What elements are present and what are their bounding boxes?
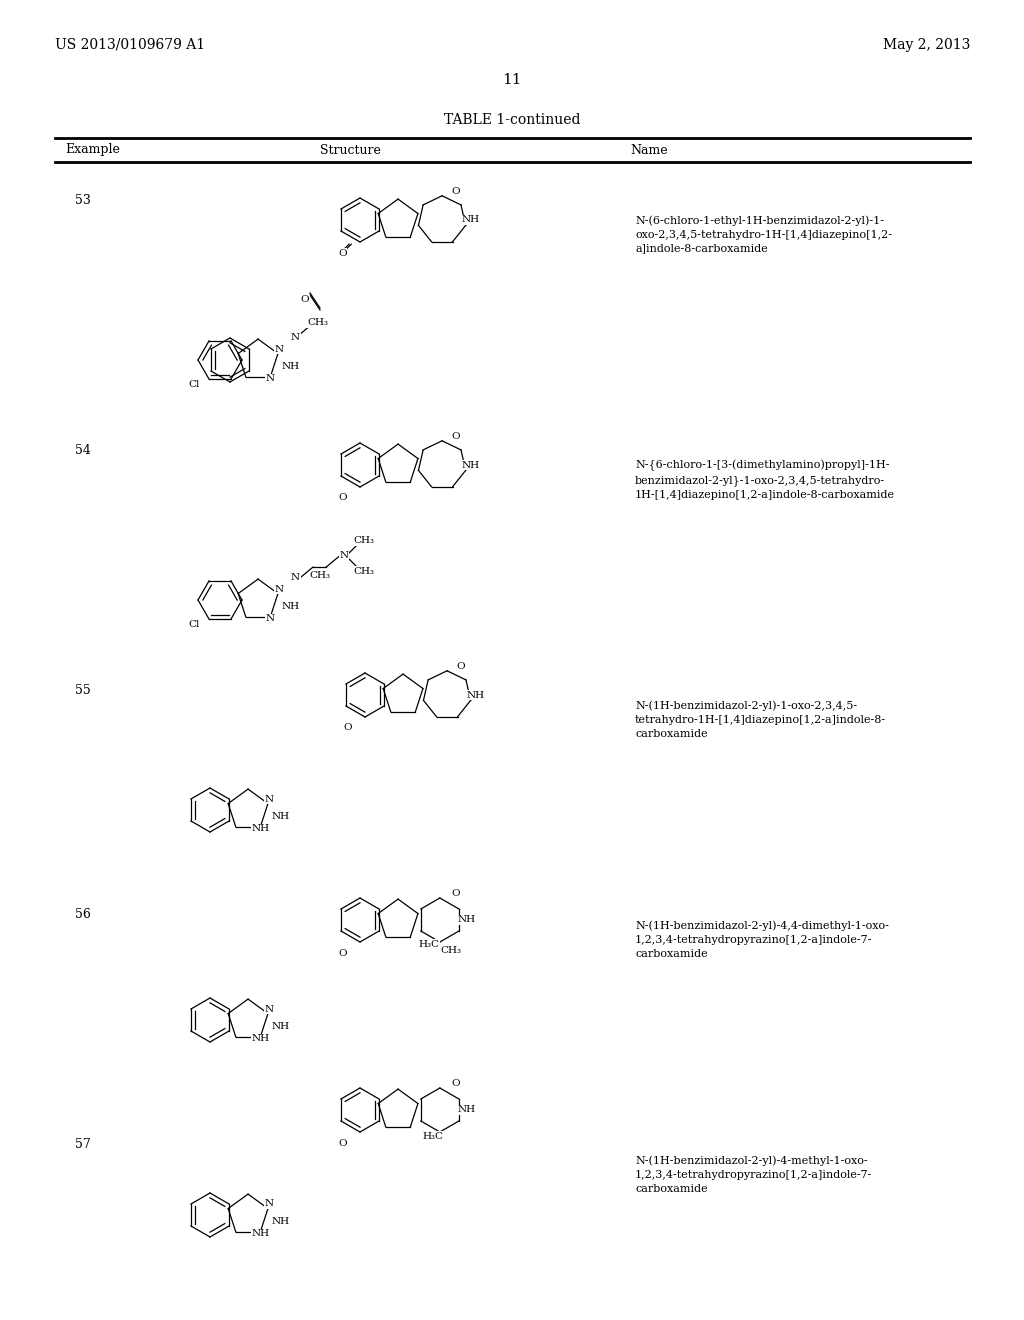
Text: O: O (338, 1138, 347, 1147)
Text: CH₃: CH₃ (309, 572, 330, 581)
Text: May 2, 2013: May 2, 2013 (883, 38, 970, 51)
Text: 53: 53 (75, 194, 91, 206)
Text: 11: 11 (502, 73, 522, 87)
Text: N: N (264, 1200, 273, 1209)
Text: 56: 56 (75, 908, 91, 921)
Text: 55: 55 (75, 684, 91, 697)
Text: TABLE 1-continued: TABLE 1-continued (443, 114, 581, 127)
Text: NH: NH (251, 1034, 269, 1043)
Text: NH: NH (272, 1022, 290, 1031)
Text: N-(6-chloro-1-ethyl-1H-benzimidazol-2-yl)-1-
oxo-2,3,4,5-tetrahydro-1H-[1,4]diaz: N-(6-chloro-1-ethyl-1H-benzimidazol-2-yl… (635, 215, 892, 253)
Text: O: O (451, 187, 460, 195)
Text: O: O (343, 723, 351, 733)
Text: Name: Name (630, 144, 668, 157)
Text: N-(1H-benzimidazol-2-yl)-1-oxo-2,3,4,5-
tetrahydro-1H-[1,4]diazepino[1,2-a]indol: N-(1H-benzimidazol-2-yl)-1-oxo-2,3,4,5- … (635, 700, 886, 739)
Text: NH: NH (457, 916, 475, 924)
Text: Cl: Cl (188, 619, 200, 628)
Text: N: N (265, 374, 274, 383)
Text: NH: NH (462, 215, 479, 224)
Text: CH₃: CH₃ (307, 318, 328, 327)
Text: NH: NH (251, 1229, 269, 1238)
Text: N: N (264, 1005, 273, 1014)
Text: O: O (338, 949, 347, 957)
Text: Cl: Cl (188, 380, 200, 388)
Text: CH₃: CH₃ (440, 946, 462, 956)
Text: N: N (291, 573, 300, 582)
Text: NH: NH (272, 812, 290, 821)
Text: O: O (338, 494, 347, 503)
Text: O: O (451, 890, 460, 898)
Text: N: N (291, 334, 300, 342)
Text: O: O (456, 661, 465, 671)
Text: H₃C: H₃C (419, 940, 439, 949)
Text: O: O (301, 296, 309, 305)
Text: N: N (339, 552, 348, 561)
Text: N: N (274, 585, 284, 594)
Text: NH: NH (467, 690, 484, 700)
Text: NH: NH (251, 824, 269, 833)
Text: 54: 54 (75, 444, 91, 457)
Text: N: N (265, 614, 274, 623)
Text: 57: 57 (75, 1138, 91, 1151)
Text: NH: NH (272, 1217, 290, 1226)
Text: N-(1H-benzimidazol-2-yl)-4,4-dimethyl-1-oxo-
1,2,3,4-tetrahydropyrazino[1,2-a]in: N-(1H-benzimidazol-2-yl)-4,4-dimethyl-1-… (635, 920, 889, 958)
Text: NH: NH (282, 362, 300, 371)
Text: NH: NH (282, 602, 300, 611)
Text: O: O (451, 1078, 460, 1088)
Text: US 2013/0109679 A1: US 2013/0109679 A1 (55, 38, 205, 51)
Text: N-{6-chloro-1-[3-(dimethylamino)propyl]-1H-
benzimidazol-2-yl}-1-oxo-2,3,4,5-tet: N-{6-chloro-1-[3-(dimethylamino)propyl]-… (635, 459, 895, 500)
Text: CH₃: CH₃ (353, 536, 374, 545)
Text: N: N (264, 795, 273, 804)
Text: NH: NH (457, 1106, 475, 1114)
Text: N: N (274, 345, 284, 354)
Text: Example: Example (65, 144, 120, 157)
Text: H₃C: H₃C (423, 1133, 443, 1140)
Text: O: O (451, 432, 460, 441)
Text: O: O (338, 248, 347, 257)
Text: CH₃: CH₃ (353, 566, 374, 576)
Text: NH: NH (462, 461, 479, 470)
Text: N-(1H-benzimidazol-2-yl)-4-methyl-1-oxo-
1,2,3,4-tetrahydropyrazino[1,2-a]indole: N-(1H-benzimidazol-2-yl)-4-methyl-1-oxo-… (635, 1155, 872, 1193)
Text: Structure: Structure (319, 144, 381, 157)
